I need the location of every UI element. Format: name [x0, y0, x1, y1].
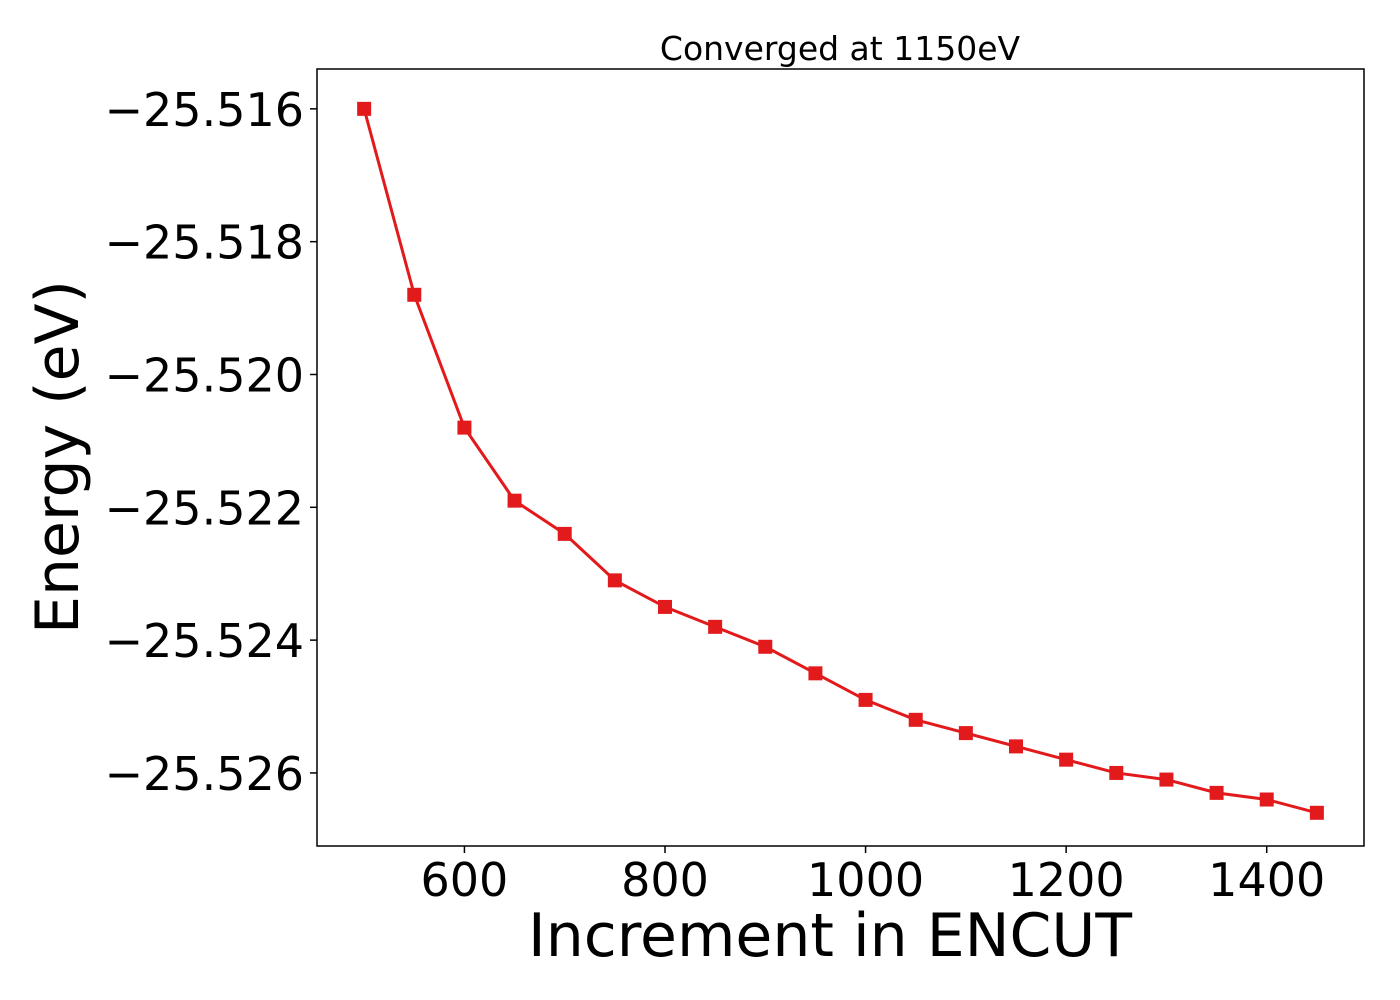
data-point-marker	[657, 599, 672, 614]
data-point-marker	[1009, 739, 1024, 754]
data-point-marker	[357, 101, 372, 116]
y-tick-label: −25.522	[105, 481, 305, 535]
y-tick-label: −25.524	[105, 614, 305, 668]
data-point-marker	[507, 493, 522, 508]
x-axis-label: Increment in ENCUT	[528, 901, 1132, 971]
x-tick-label: 1400	[1208, 853, 1325, 907]
y-tick-label: −25.520	[105, 348, 305, 402]
data-point-marker	[958, 726, 973, 741]
data-point-marker	[908, 712, 923, 727]
data-point-marker	[758, 639, 773, 654]
data-point-marker	[607, 573, 622, 588]
data-point-marker	[1159, 772, 1174, 787]
y-tick-label: −25.526	[105, 747, 305, 801]
data-point-marker	[457, 420, 472, 435]
data-point-marker	[557, 526, 572, 541]
data-point-marker	[808, 666, 823, 681]
y-axis: −25.516 −25.518 −25.520 −25.522 −25.524 −25.5…	[105, 83, 317, 801]
data-point-marker	[1209, 785, 1224, 800]
x-axis: 600 800 1000 1200 1400	[421, 846, 1325, 907]
chart-title: Converged at 1150eV	[660, 29, 1021, 68]
data-point-marker	[407, 287, 422, 302]
plot-frame	[316, 68, 1365, 847]
y-tick-label: −25.516	[105, 83, 305, 137]
data-point-marker	[1309, 805, 1324, 820]
data-point-marker	[708, 619, 723, 634]
plot-area: 600 800 1000 1200 1400 −25.516 −25.518 −25.520…	[105, 68, 1365, 907]
series-markers	[357, 101, 1324, 820]
x-tick-label: 1200	[1008, 853, 1125, 907]
x-tick-label: 1000	[807, 853, 924, 907]
x-tick-label: 800	[621, 853, 709, 907]
y-tick-label: −25.518	[105, 216, 305, 270]
x-tick-label: 600	[421, 853, 509, 907]
data-point-marker	[1109, 765, 1124, 780]
y-axis-label: Energy (eV)	[23, 280, 93, 634]
data-point-marker	[1059, 752, 1074, 767]
series-line	[362, 108, 1318, 815]
data-point-marker	[858, 692, 873, 707]
data-point-marker	[1259, 792, 1274, 807]
